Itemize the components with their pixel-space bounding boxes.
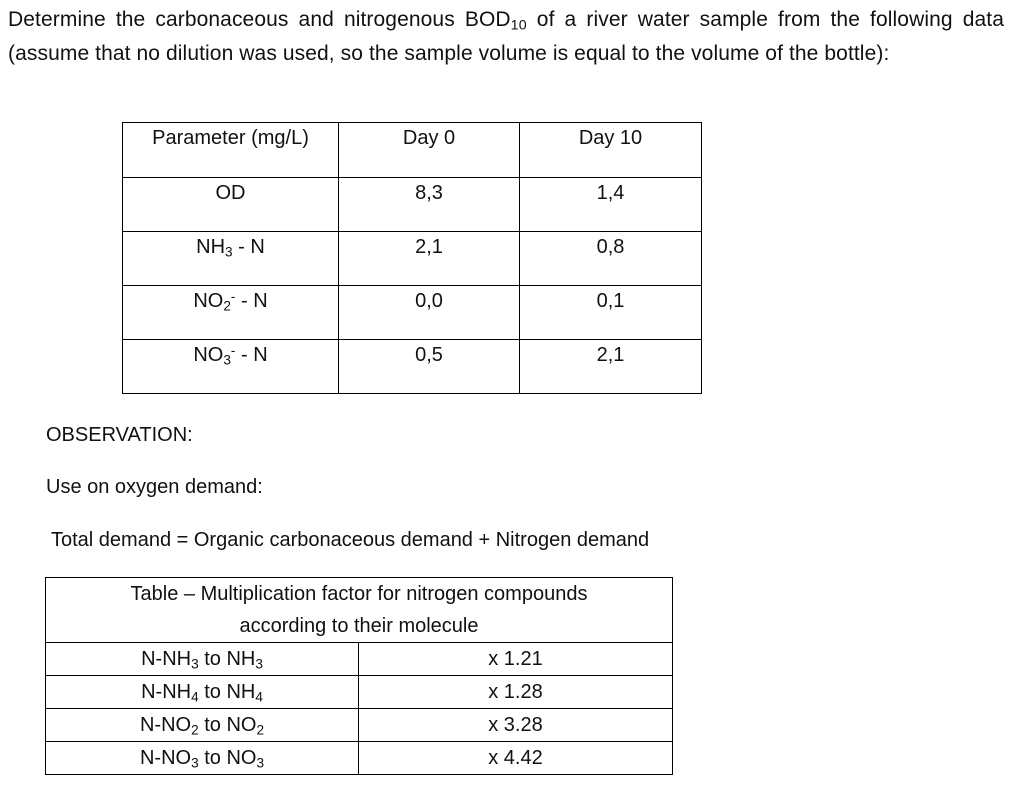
total-demand-equation: Total demand = Organic carbonaceous dema…: [51, 529, 650, 551]
factor-table-title: Table – Multiplication factor for nitrog…: [45, 577, 673, 643]
compound-to-sub: 2: [256, 722, 265, 738]
measurement-table: Parameter (mg/L) Day 0 Day 10 OD 8,3 1,4…: [122, 122, 702, 394]
table-row: OD 8,3 1,4: [122, 177, 702, 232]
table-header-row: Parameter (mg/L) Day 0 Day 10: [122, 122, 702, 178]
oxygen-demand-label: Use on oxygen demand:: [46, 476, 263, 498]
param-tail: - N: [235, 344, 268, 366]
factor-row: N-NH3 to NH3 x 1.21: [45, 642, 673, 676]
compound-to: to NH: [198, 648, 256, 670]
compound-cell: N-NH4 to NH4: [45, 675, 359, 709]
day10-cell: 1,4: [519, 177, 702, 232]
header-day10: Day 10: [519, 122, 702, 178]
compound-to-sub: 4: [255, 689, 263, 705]
param-superscript: -: [230, 342, 236, 358]
compound-to-sub: 3: [255, 656, 263, 672]
param-subscript: 3: [225, 244, 233, 260]
factor-row: N-NO2 to NO2 x 3.28: [45, 708, 673, 742]
bod-subscript: 10: [510, 17, 527, 34]
observation-heading: OBSERVATION:: [46, 424, 193, 446]
compound-from-sub: 3: [191, 755, 199, 771]
param-name: NO: [193, 290, 224, 312]
day10-cell: 0,8: [519, 231, 702, 286]
day0-cell: 2,1: [338, 231, 520, 286]
param-name: NH: [196, 236, 226, 258]
param-name: OD: [215, 182, 246, 204]
factor-row: N-NO3 to NO3 x 4.42: [45, 741, 673, 775]
multiplication-factor-table: Table – Multiplication factor for nitrog…: [45, 577, 673, 775]
compound-from-sub: 4: [191, 689, 199, 705]
problem-statement: Determine the carbonaceous and nitrogeno…: [8, 3, 1004, 71]
compound-from-sub: 2: [191, 722, 199, 738]
compound-from: N-NH: [141, 681, 192, 703]
day0-cell: 8,3: [338, 177, 520, 232]
compound-from: N-NO: [139, 714, 192, 736]
header-day0: Day 0: [338, 122, 520, 178]
problem-text-part1: Determine the carbonaceous and nitrogeno…: [8, 8, 511, 31]
table-row: NO3- - N 0,5 2,1: [122, 339, 702, 394]
parameter-cell: NO3- - N: [122, 339, 339, 394]
compound-to: to NH: [198, 681, 256, 703]
param-superscript: -: [230, 288, 236, 304]
factor-cell: x 3.28: [358, 708, 673, 742]
param-subscript: 2: [223, 298, 231, 314]
compound-cell: N-NO3 to NO3: [45, 741, 359, 775]
parameter-cell: OD: [122, 177, 339, 232]
compound-to: to NO: [198, 747, 257, 769]
factor-table-title-row: Table – Multiplication factor for nitrog…: [45, 577, 673, 643]
param-name: NO: [193, 344, 224, 366]
param-tail: - N: [235, 290, 268, 312]
day10-cell: 2,1: [519, 339, 702, 394]
problem-text-part2: of a river water sample from the followi…: [8, 8, 1004, 65]
title-line-2: according to their molecule: [239, 615, 479, 637]
parameter-cell: NO2- - N: [122, 285, 339, 340]
compound-from: N-NH: [141, 648, 192, 670]
factor-cell: x 4.42: [358, 741, 673, 775]
parameter-cell: NH3 - N: [122, 231, 339, 286]
table-row: NO2- - N 0,0 0,1: [122, 285, 702, 340]
day10-cell: 0,1: [519, 285, 702, 340]
compound-cell: N-NO2 to NO2: [45, 708, 359, 742]
compound-from-sub: 3: [191, 656, 199, 672]
param-subscript: 3: [223, 352, 231, 368]
compound-from: N-NO: [139, 747, 192, 769]
day0-cell: 0,0: [338, 285, 520, 340]
compound-cell: N-NH3 to NH3: [45, 642, 359, 676]
param-tail: - N: [232, 236, 265, 258]
compound-to: to NO: [198, 714, 257, 736]
factor-row: N-NH4 to NH4 x 1.28: [45, 675, 673, 709]
title-line-1: Table – Multiplication factor for nitrog…: [130, 583, 588, 605]
table-row: NH3 - N 2,1 0,8: [122, 231, 702, 286]
day0-cell: 0,5: [338, 339, 520, 394]
factor-cell: x 1.21: [358, 642, 673, 676]
compound-to-sub: 3: [256, 755, 265, 771]
factor-cell: x 1.28: [358, 675, 673, 709]
header-parameter: Parameter (mg/L): [122, 122, 339, 178]
